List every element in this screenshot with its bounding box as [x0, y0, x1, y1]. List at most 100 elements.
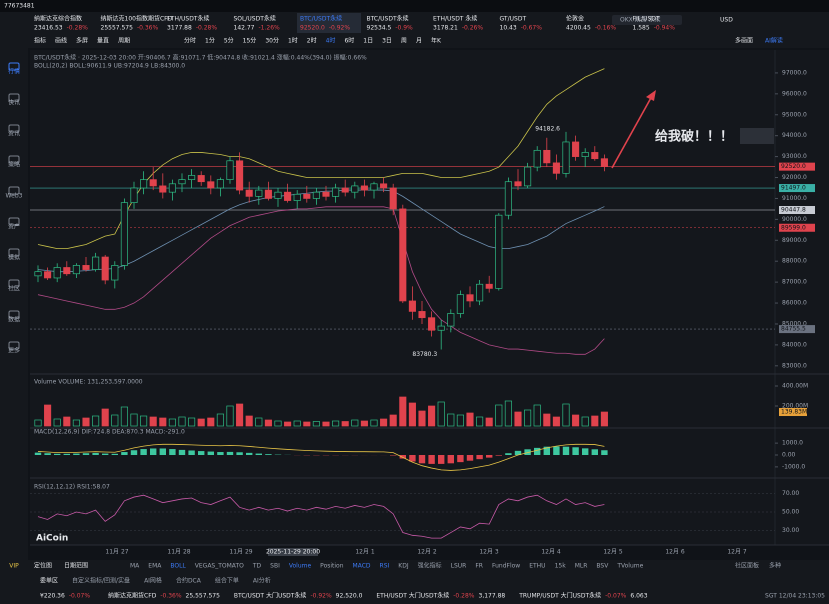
footer-name[interactable]: TRUMP/USDT 大门USDT永续 [518, 592, 601, 600]
period[interactable]: 2时 [307, 37, 317, 45]
tool[interactable]: 周期 [118, 37, 130, 45]
active-tab[interactable] [297, 13, 361, 33]
tab-name[interactable]: 纳斯达克综合指数 [34, 15, 82, 23]
tool[interactable]: 量直 [97, 37, 109, 45]
footer-name[interactable]: 纳斯达克期货CFD [108, 592, 157, 600]
indicator[interactable]: ETHU [529, 563, 545, 570]
sidebar-item[interactable]: Web3 [6, 193, 23, 200]
tab-change[interactable]: -0.9% [395, 25, 413, 32]
period[interactable]: 5分 [224, 37, 234, 45]
sidebar-item[interactable]: 资讯 [8, 130, 20, 138]
tab-change[interactable]: -0.36% [137, 25, 159, 32]
indicator[interactable]: FundFlow [492, 563, 520, 570]
sidebar-item[interactable]: 模拟 [8, 254, 20, 262]
tab-name[interactable]: GT/USDT [500, 16, 527, 23]
indicator[interactable]: MA [130, 563, 140, 570]
sidebar-icon[interactable] [8, 248, 20, 257]
indicator[interactable]: BOLL [170, 563, 186, 570]
tab-price[interactable]: 142.77 [234, 25, 255, 32]
tab-name[interactable]: SOL/USDT永续 [234, 15, 276, 23]
tab-change[interactable]: -0.28% [196, 25, 218, 32]
toolbar-right[interactable]: 多画面 [735, 37, 753, 45]
period[interactable]: 年K [431, 37, 442, 45]
sidebar-item[interactable]: 快讯 [8, 99, 20, 107]
tab-name[interactable]: FIL/USDT [633, 16, 660, 23]
indicator-tab[interactable]: 定位图 [34, 562, 52, 570]
period[interactable]: 1日 [363, 38, 373, 45]
indicator[interactable]: MACD [353, 563, 371, 570]
tab-name[interactable]: ETH/USDT 永续 [433, 15, 477, 23]
indicator[interactable]: RSI [380, 563, 390, 570]
period[interactable]: 1时 [288, 37, 298, 45]
footer-name[interactable]: ETH/USDT 大门USDT永续 [376, 592, 449, 600]
indicator[interactable]: VEGAS_TOMATO [195, 563, 244, 570]
tab-price[interactable]: 92534.5 [367, 25, 392, 32]
period[interactable]: 4时 [326, 37, 336, 45]
tab-name[interactable]: BTC/USDT永续 [300, 15, 342, 23]
tab-price[interactable]: 3178.21 [433, 25, 458, 32]
bottom-tab[interactable]: 自定义指标/回测/实盘 [72, 577, 130, 585]
period[interactable]: 3日 [382, 38, 392, 45]
tab-price[interactable]: 92520.0 [300, 25, 325, 32]
tab-price[interactable]: 1.585 [633, 25, 650, 32]
period[interactable]: 月 [416, 38, 422, 45]
sidebar-icon[interactable] [8, 310, 20, 319]
tool[interactable]: 画线 [55, 37, 67, 45]
search-text[interactable]: OKX 期货 永续 [620, 16, 661, 24]
sidebar-icon[interactable] [8, 62, 20, 71]
tab-change[interactable]: -0.28% [67, 25, 89, 32]
indicator[interactable]: TD [252, 563, 262, 570]
tab-name[interactable]: 纳斯达克100指数期货CFD [101, 15, 173, 23]
sidebar-icon[interactable] [8, 186, 20, 195]
tab-change[interactable]: -0.16% [595, 25, 617, 32]
sidebar-icon[interactable] [8, 341, 20, 350]
tab-price[interactable]: 4200.45 [566, 25, 591, 32]
indicator[interactable]: TVolume [616, 563, 643, 570]
period[interactable]: 15分 [243, 37, 257, 45]
footer-name[interactable]: BTC/USDT 大门USDT永续 [234, 592, 307, 600]
toolbar-right[interactable]: AI解读 [765, 37, 783, 45]
tab-price[interactable]: 3177.88 [167, 25, 192, 32]
sidebar-icon[interactable] [8, 124, 20, 133]
indicator[interactable]: 强化指标 [418, 562, 442, 570]
sidebar-icon[interactable] [8, 279, 20, 288]
bottom-tab[interactable]: AI分析 [253, 577, 271, 585]
tool[interactable]: 指标 [34, 37, 46, 45]
indicator[interactable]: KDJ [398, 563, 409, 570]
bottom-tab[interactable]: 合约DCA [176, 577, 202, 585]
period[interactable]: 6时 [344, 37, 354, 45]
bottom-tab[interactable]: 委单区 [40, 577, 58, 585]
period[interactable]: 周 [401, 38, 407, 45]
indicator[interactable]: EMA [148, 563, 162, 570]
sidebar-item[interactable]: 资产 [8, 223, 20, 231]
sidebar-icon[interactable] [8, 93, 20, 102]
sidebar-icon[interactable] [8, 155, 20, 164]
bottom-tab[interactable]: 组合下单 [215, 577, 239, 585]
indicator[interactable]: Volume [289, 563, 312, 570]
indicator-right[interactable]: 社区面板 [735, 562, 759, 570]
indicator-tab[interactable]: 日期范围 [64, 562, 88, 570]
sidebar-item[interactable]: 更多 [8, 347, 20, 355]
footer-change[interactable]: -0.28% [453, 593, 475, 600]
vip[interactable]: VIP [9, 563, 19, 570]
footer-change[interactable]: -0.36% [160, 593, 182, 600]
search-box[interactable] [612, 15, 682, 25]
indicator[interactable]: 15k [555, 563, 567, 570]
indicator[interactable]: SBI [270, 563, 280, 570]
indicator-right[interactable]: 多种 [769, 562, 781, 570]
indicator[interactable]: FR [475, 563, 483, 570]
footer-price[interactable]: 25,557.575 [186, 593, 221, 600]
tab-price[interactable]: 25557.575 [101, 25, 134, 32]
footer-price[interactable]: 92,520.0 [336, 593, 363, 600]
indicator[interactable]: BSV [596, 563, 609, 570]
tab-change[interactable]: -0.94% [654, 25, 676, 32]
footer-name[interactable]: ¥220.36 [40, 593, 65, 600]
footer-price[interactable]: 3,177.88 [479, 593, 506, 600]
tab-change[interactable]: -0.92% [329, 25, 351, 32]
period[interactable]: 1分 [205, 37, 215, 45]
tab-name[interactable]: BTC/USDT永续 [367, 15, 409, 23]
tab-price[interactable]: 23416.53 [34, 25, 63, 32]
sidebar-item[interactable]: 社区 [8, 285, 20, 293]
sidebar-item[interactable]: 策略 [8, 161, 20, 169]
tab-name[interactable]: ETH/USDT永续 [167, 15, 209, 23]
